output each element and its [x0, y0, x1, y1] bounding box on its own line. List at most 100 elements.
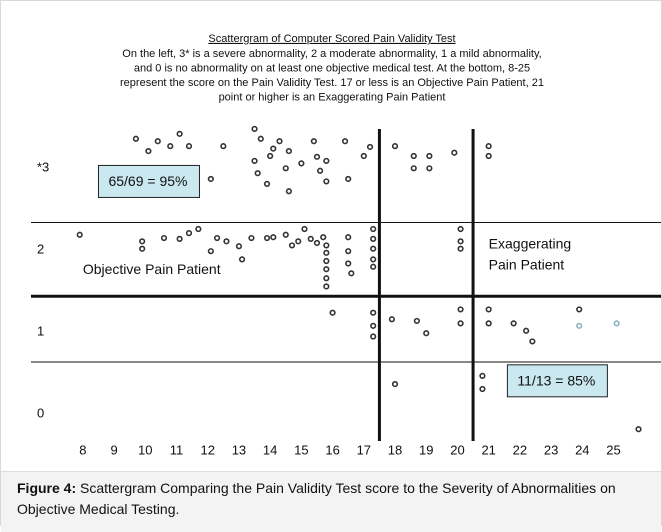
point: [410, 165, 417, 172]
subtitle-line: and 0 is no abnormality on at least one …: [134, 62, 530, 74]
point: [413, 317, 420, 325]
point: [391, 381, 399, 388]
point: [251, 157, 258, 165]
subtitle-line: represent the score on the Pain Validity…: [120, 77, 544, 89]
y-tick-label: 0: [37, 406, 44, 421]
annotation-box: [97, 164, 200, 198]
point: [323, 275, 330, 282]
annotation-box: [506, 364, 608, 398]
x-tick-label: 16: [325, 442, 339, 457]
point: [345, 260, 352, 267]
point: [176, 130, 183, 137]
point: [323, 157, 330, 165]
point: [195, 225, 202, 233]
point: [479, 372, 486, 379]
x-tick-label: 19: [419, 442, 433, 457]
point: [139, 245, 146, 252]
annotation-text: 11/13 = 85%: [517, 373, 595, 389]
point: [451, 149, 458, 156]
x-tick-label: 21: [481, 442, 495, 457]
point: [370, 225, 377, 233]
point: [635, 426, 642, 433]
x-tick-label: 8: [79, 442, 86, 457]
point: [301, 225, 308, 233]
point: [220, 143, 227, 150]
point: [370, 322, 377, 329]
point: [370, 235, 377, 242]
point: [457, 238, 464, 245]
caption: Figure 4: Scattergram Comparing the Pain…: [1, 471, 661, 532]
point: [139, 238, 146, 245]
point: [457, 245, 464, 252]
point: [323, 266, 330, 273]
x-tick-label: 9: [110, 442, 117, 457]
point: [235, 243, 243, 250]
point: [223, 238, 230, 245]
point: [410, 152, 417, 160]
point: [176, 235, 183, 242]
point: [345, 175, 352, 183]
point: [76, 231, 83, 238]
caption-label: Figure 4:: [17, 480, 77, 496]
point: [282, 165, 289, 172]
x-tick-label: 11: [170, 442, 184, 457]
point: [348, 270, 355, 277]
x-tick-label: 22: [513, 442, 527, 457]
point: [457, 225, 464, 233]
point: [285, 188, 292, 195]
x-tick-label: 23: [544, 442, 558, 457]
point: [323, 283, 330, 290]
point: [257, 135, 264, 142]
x-tick-label: 14: [263, 442, 277, 457]
x-tick-label: 10: [138, 442, 152, 457]
point: [370, 309, 377, 316]
x-tick-label: 17: [357, 442, 371, 457]
point: [213, 234, 221, 242]
point: [185, 143, 193, 150]
point: [251, 125, 258, 133]
x-tick-label: 15: [294, 442, 308, 457]
point: [576, 306, 583, 313]
point: [529, 338, 536, 345]
point: [270, 145, 277, 152]
point: [248, 234, 255, 242]
point: [320, 234, 327, 241]
x-tick-label: 20: [450, 442, 464, 457]
point: [298, 160, 305, 167]
point: [341, 138, 349, 145]
point: [485, 306, 492, 313]
point: [345, 248, 352, 255]
point: [185, 230, 193, 237]
point: [329, 309, 336, 316]
point: [423, 330, 430, 337]
point: [370, 263, 377, 270]
point: [307, 235, 314, 242]
subtitle-line: On the left, 3* is a severe abnormality,…: [122, 48, 541, 60]
y-tick-label: 1: [37, 324, 44, 339]
point: [523, 327, 530, 334]
point: [132, 135, 140, 142]
chart-title: Scattergram of Computer Scored Pain Vali…: [208, 33, 455, 45]
point: [457, 320, 464, 327]
point: [313, 239, 321, 247]
annotation-text: Pain Patient: [489, 257, 565, 273]
point: [238, 256, 246, 263]
point: [613, 320, 620, 327]
annotation-text: Objective Pain Patient: [83, 261, 221, 277]
point: [426, 152, 433, 160]
point: [263, 180, 271, 187]
point: [145, 147, 152, 155]
x-tick-label: 12: [200, 442, 214, 457]
point: [479, 385, 486, 393]
x-tick-label: 24: [575, 442, 589, 457]
point: [323, 178, 330, 185]
point: [370, 245, 377, 252]
point: [391, 143, 399, 150]
point: [282, 231, 289, 238]
point: [267, 152, 274, 160]
point: [485, 320, 492, 327]
annotation-text: Exaggerating: [489, 235, 572, 251]
point: [313, 153, 321, 160]
point: [457, 306, 464, 313]
point: [323, 257, 330, 265]
